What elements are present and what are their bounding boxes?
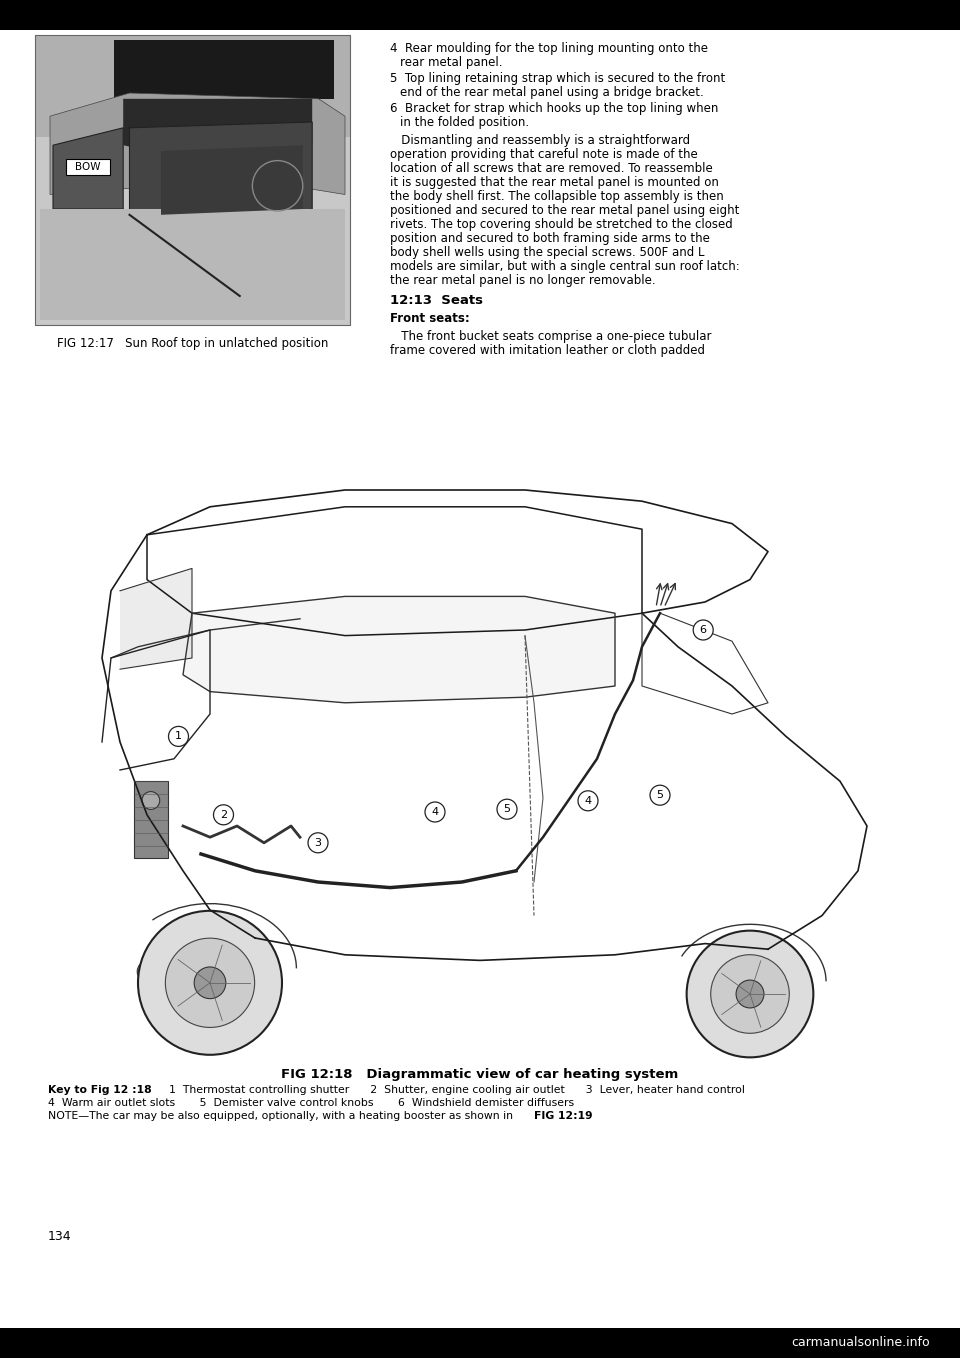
Polygon shape bbox=[40, 209, 345, 320]
Text: rivets. The top covering should be stretched to the closed: rivets. The top covering should be stret… bbox=[390, 219, 732, 231]
Text: The front bucket seats comprise a one-piece tubular: The front bucket seats comprise a one-pi… bbox=[390, 330, 711, 344]
Bar bbox=[133, 781, 168, 858]
Text: Dismantling and reassembly is a straightforward: Dismantling and reassembly is a straight… bbox=[390, 134, 690, 147]
Circle shape bbox=[165, 938, 254, 1028]
Circle shape bbox=[693, 621, 713, 640]
Polygon shape bbox=[123, 99, 312, 156]
Text: FIG 12:18   Diagrammatic view of car heating system: FIG 12:18 Diagrammatic view of car heati… bbox=[281, 1067, 679, 1081]
Circle shape bbox=[194, 967, 226, 998]
Text: position and secured to both framing side arms to the: position and secured to both framing sid… bbox=[390, 232, 709, 244]
Circle shape bbox=[686, 930, 813, 1058]
Text: 12:13  Seats: 12:13 Seats bbox=[390, 293, 483, 307]
Text: frame covered with imitation leather or cloth padded: frame covered with imitation leather or … bbox=[390, 344, 705, 357]
Polygon shape bbox=[50, 92, 345, 194]
Ellipse shape bbox=[137, 961, 155, 982]
Text: 1  Thermostat controlling shutter      2  Shutter, engine cooling air outlet    : 1 Thermostat controlling shutter 2 Shutt… bbox=[148, 1085, 745, 1095]
Circle shape bbox=[308, 832, 328, 853]
Text: FIG 12:17   Sun Roof top in unlatched position: FIG 12:17 Sun Roof top in unlatched posi… bbox=[57, 337, 328, 350]
Circle shape bbox=[169, 727, 188, 747]
Text: Front seats:: Front seats: bbox=[390, 312, 469, 325]
Bar bbox=[0, 1328, 960, 1358]
Polygon shape bbox=[161, 145, 302, 215]
Circle shape bbox=[497, 800, 517, 819]
Circle shape bbox=[425, 803, 445, 822]
Text: Key to Fig 12 :18: Key to Fig 12 :18 bbox=[48, 1085, 152, 1095]
Polygon shape bbox=[113, 39, 334, 99]
Text: carmanualsonline.info: carmanualsonline.info bbox=[791, 1336, 930, 1350]
Text: 6: 6 bbox=[700, 625, 707, 636]
Text: 4  Warm air outlet slots       5  Demister valve control knobs       6  Windshie: 4 Warm air outlet slots 5 Demister valve… bbox=[48, 1099, 574, 1108]
Text: 4: 4 bbox=[585, 796, 591, 805]
Text: 5: 5 bbox=[657, 790, 663, 800]
Text: the body shell first. The collapsible top assembly is then: the body shell first. The collapsible to… bbox=[390, 190, 724, 202]
Text: 3: 3 bbox=[315, 838, 322, 847]
Bar bbox=[35, 35, 350, 137]
Text: FIG 12:19: FIG 12:19 bbox=[534, 1111, 592, 1120]
Circle shape bbox=[736, 980, 764, 1008]
Text: 5  Top lining retaining strap which is secured to the front: 5 Top lining retaining strap which is se… bbox=[390, 72, 725, 86]
Text: 4  Rear moulding for the top lining mounting onto the: 4 Rear moulding for the top lining mount… bbox=[390, 42, 708, 56]
Text: 1: 1 bbox=[175, 732, 182, 741]
Text: location of all screws that are removed. To reassemble: location of all screws that are removed.… bbox=[390, 162, 712, 175]
Text: in the folded position.: in the folded position. bbox=[400, 115, 529, 129]
Text: BOW: BOW bbox=[75, 162, 100, 171]
Text: 6  Bracket for strap which hooks up the top lining when: 6 Bracket for strap which hooks up the t… bbox=[390, 102, 718, 115]
Text: 2: 2 bbox=[220, 809, 228, 820]
Circle shape bbox=[710, 955, 789, 1033]
FancyBboxPatch shape bbox=[65, 159, 109, 175]
Text: end of the rear metal panel using a bridge bracket.: end of the rear metal panel using a brid… bbox=[400, 86, 704, 99]
Bar bbox=[0, 0, 960, 30]
Text: 4: 4 bbox=[431, 807, 439, 818]
Text: 134: 134 bbox=[48, 1230, 72, 1243]
Text: models are similar, but with a single central sun roof latch:: models are similar, but with a single ce… bbox=[390, 259, 740, 273]
Circle shape bbox=[213, 805, 233, 824]
Text: positioned and secured to the rear metal panel using eight: positioned and secured to the rear metal… bbox=[390, 204, 739, 217]
Text: 5: 5 bbox=[503, 804, 511, 815]
Polygon shape bbox=[130, 122, 312, 215]
Bar bbox=[35, 35, 350, 325]
Text: NOTE—The car may be also equipped, optionally, with a heating booster as shown i: NOTE—The car may be also equipped, optio… bbox=[48, 1111, 516, 1120]
Circle shape bbox=[650, 785, 670, 805]
Text: it is suggested that the rear metal panel is mounted on: it is suggested that the rear metal pane… bbox=[390, 177, 719, 189]
Text: the rear metal panel is no longer removable.: the rear metal panel is no longer remova… bbox=[390, 274, 656, 287]
Text: rear metal panel.: rear metal panel. bbox=[400, 56, 502, 69]
Circle shape bbox=[138, 911, 282, 1055]
Circle shape bbox=[142, 792, 159, 809]
Polygon shape bbox=[120, 569, 192, 669]
Text: operation providing that careful note is made of the: operation providing that careful note is… bbox=[390, 148, 698, 162]
Polygon shape bbox=[183, 596, 615, 703]
Circle shape bbox=[578, 790, 598, 811]
Polygon shape bbox=[53, 128, 123, 209]
Text: body shell wells using the special screws. 500F and L: body shell wells using the special screw… bbox=[390, 246, 705, 259]
Bar bbox=[35, 35, 350, 325]
